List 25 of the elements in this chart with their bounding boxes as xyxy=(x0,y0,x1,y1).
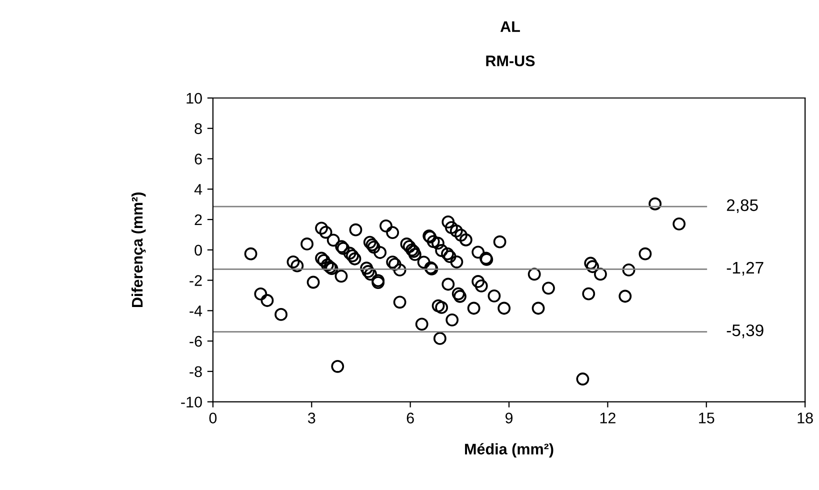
ref-line-label: -1,27 xyxy=(726,262,764,276)
y-tick-label: 10 xyxy=(186,92,202,104)
y-tick-label: -4 xyxy=(190,306,202,316)
x-tick-label: 6 xyxy=(406,412,414,424)
ref-line-label: -5,39 xyxy=(726,324,764,338)
ref-line-label: 2,85 xyxy=(726,199,758,214)
x-tick-label: 3 xyxy=(308,412,316,424)
x-tick-label: 0 xyxy=(209,412,217,424)
chart-title: AL xyxy=(500,21,520,32)
y-tick-label: -6 xyxy=(190,336,202,347)
x-tick-label: 18 xyxy=(798,412,813,424)
x-tick-label: 15 xyxy=(699,412,714,424)
x-axis-title: Média (mm²) xyxy=(465,443,554,458)
y-tick-label: 0 xyxy=(194,244,202,256)
y-tick-label: 6 xyxy=(194,154,202,164)
y-axis-title: Diferença (mm²) xyxy=(131,192,146,308)
x-tick-label: 12 xyxy=(600,412,616,424)
x-tick-label: 9 xyxy=(505,412,513,424)
y-tick-label: -10 xyxy=(181,396,202,408)
y-tick-label: 4 xyxy=(194,184,202,195)
y-tick-label: 2 xyxy=(194,214,202,226)
y-tick-label: -2 xyxy=(190,275,202,286)
chart-subtitle: RM-US xyxy=(486,55,535,66)
y-tick-label: 8 xyxy=(194,123,202,134)
y-tick-label: -8 xyxy=(190,366,202,378)
